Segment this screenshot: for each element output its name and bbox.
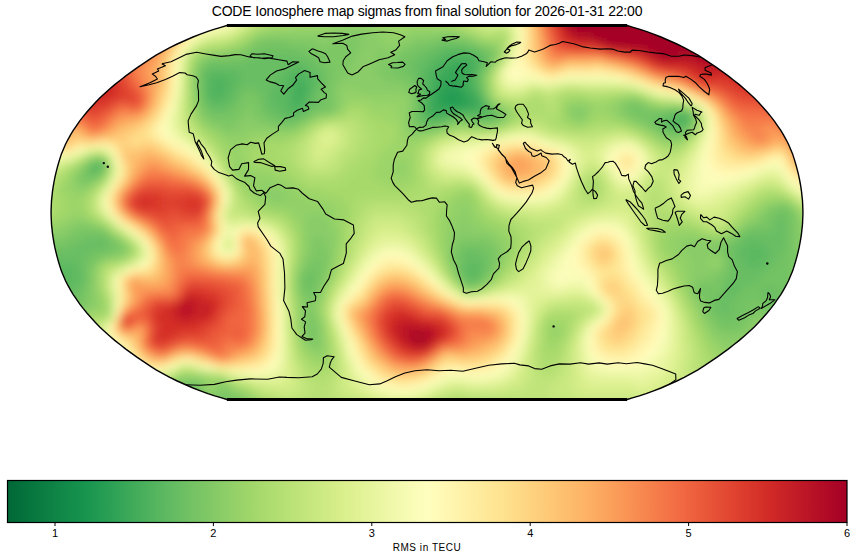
svg-text:CODE Ionosphere map sigmas fro: CODE Ionosphere map sigmas from final so… <box>212 3 643 19</box>
svg-text:2: 2 <box>210 527 216 539</box>
svg-text:4: 4 <box>527 527 533 539</box>
svg-text:5: 5 <box>686 527 692 539</box>
svg-text:3: 3 <box>369 527 375 539</box>
svg-text:1: 1 <box>52 527 58 539</box>
svg-text:RMS in TECU: RMS in TECU <box>393 542 462 553</box>
svg-text:6: 6 <box>844 527 850 539</box>
